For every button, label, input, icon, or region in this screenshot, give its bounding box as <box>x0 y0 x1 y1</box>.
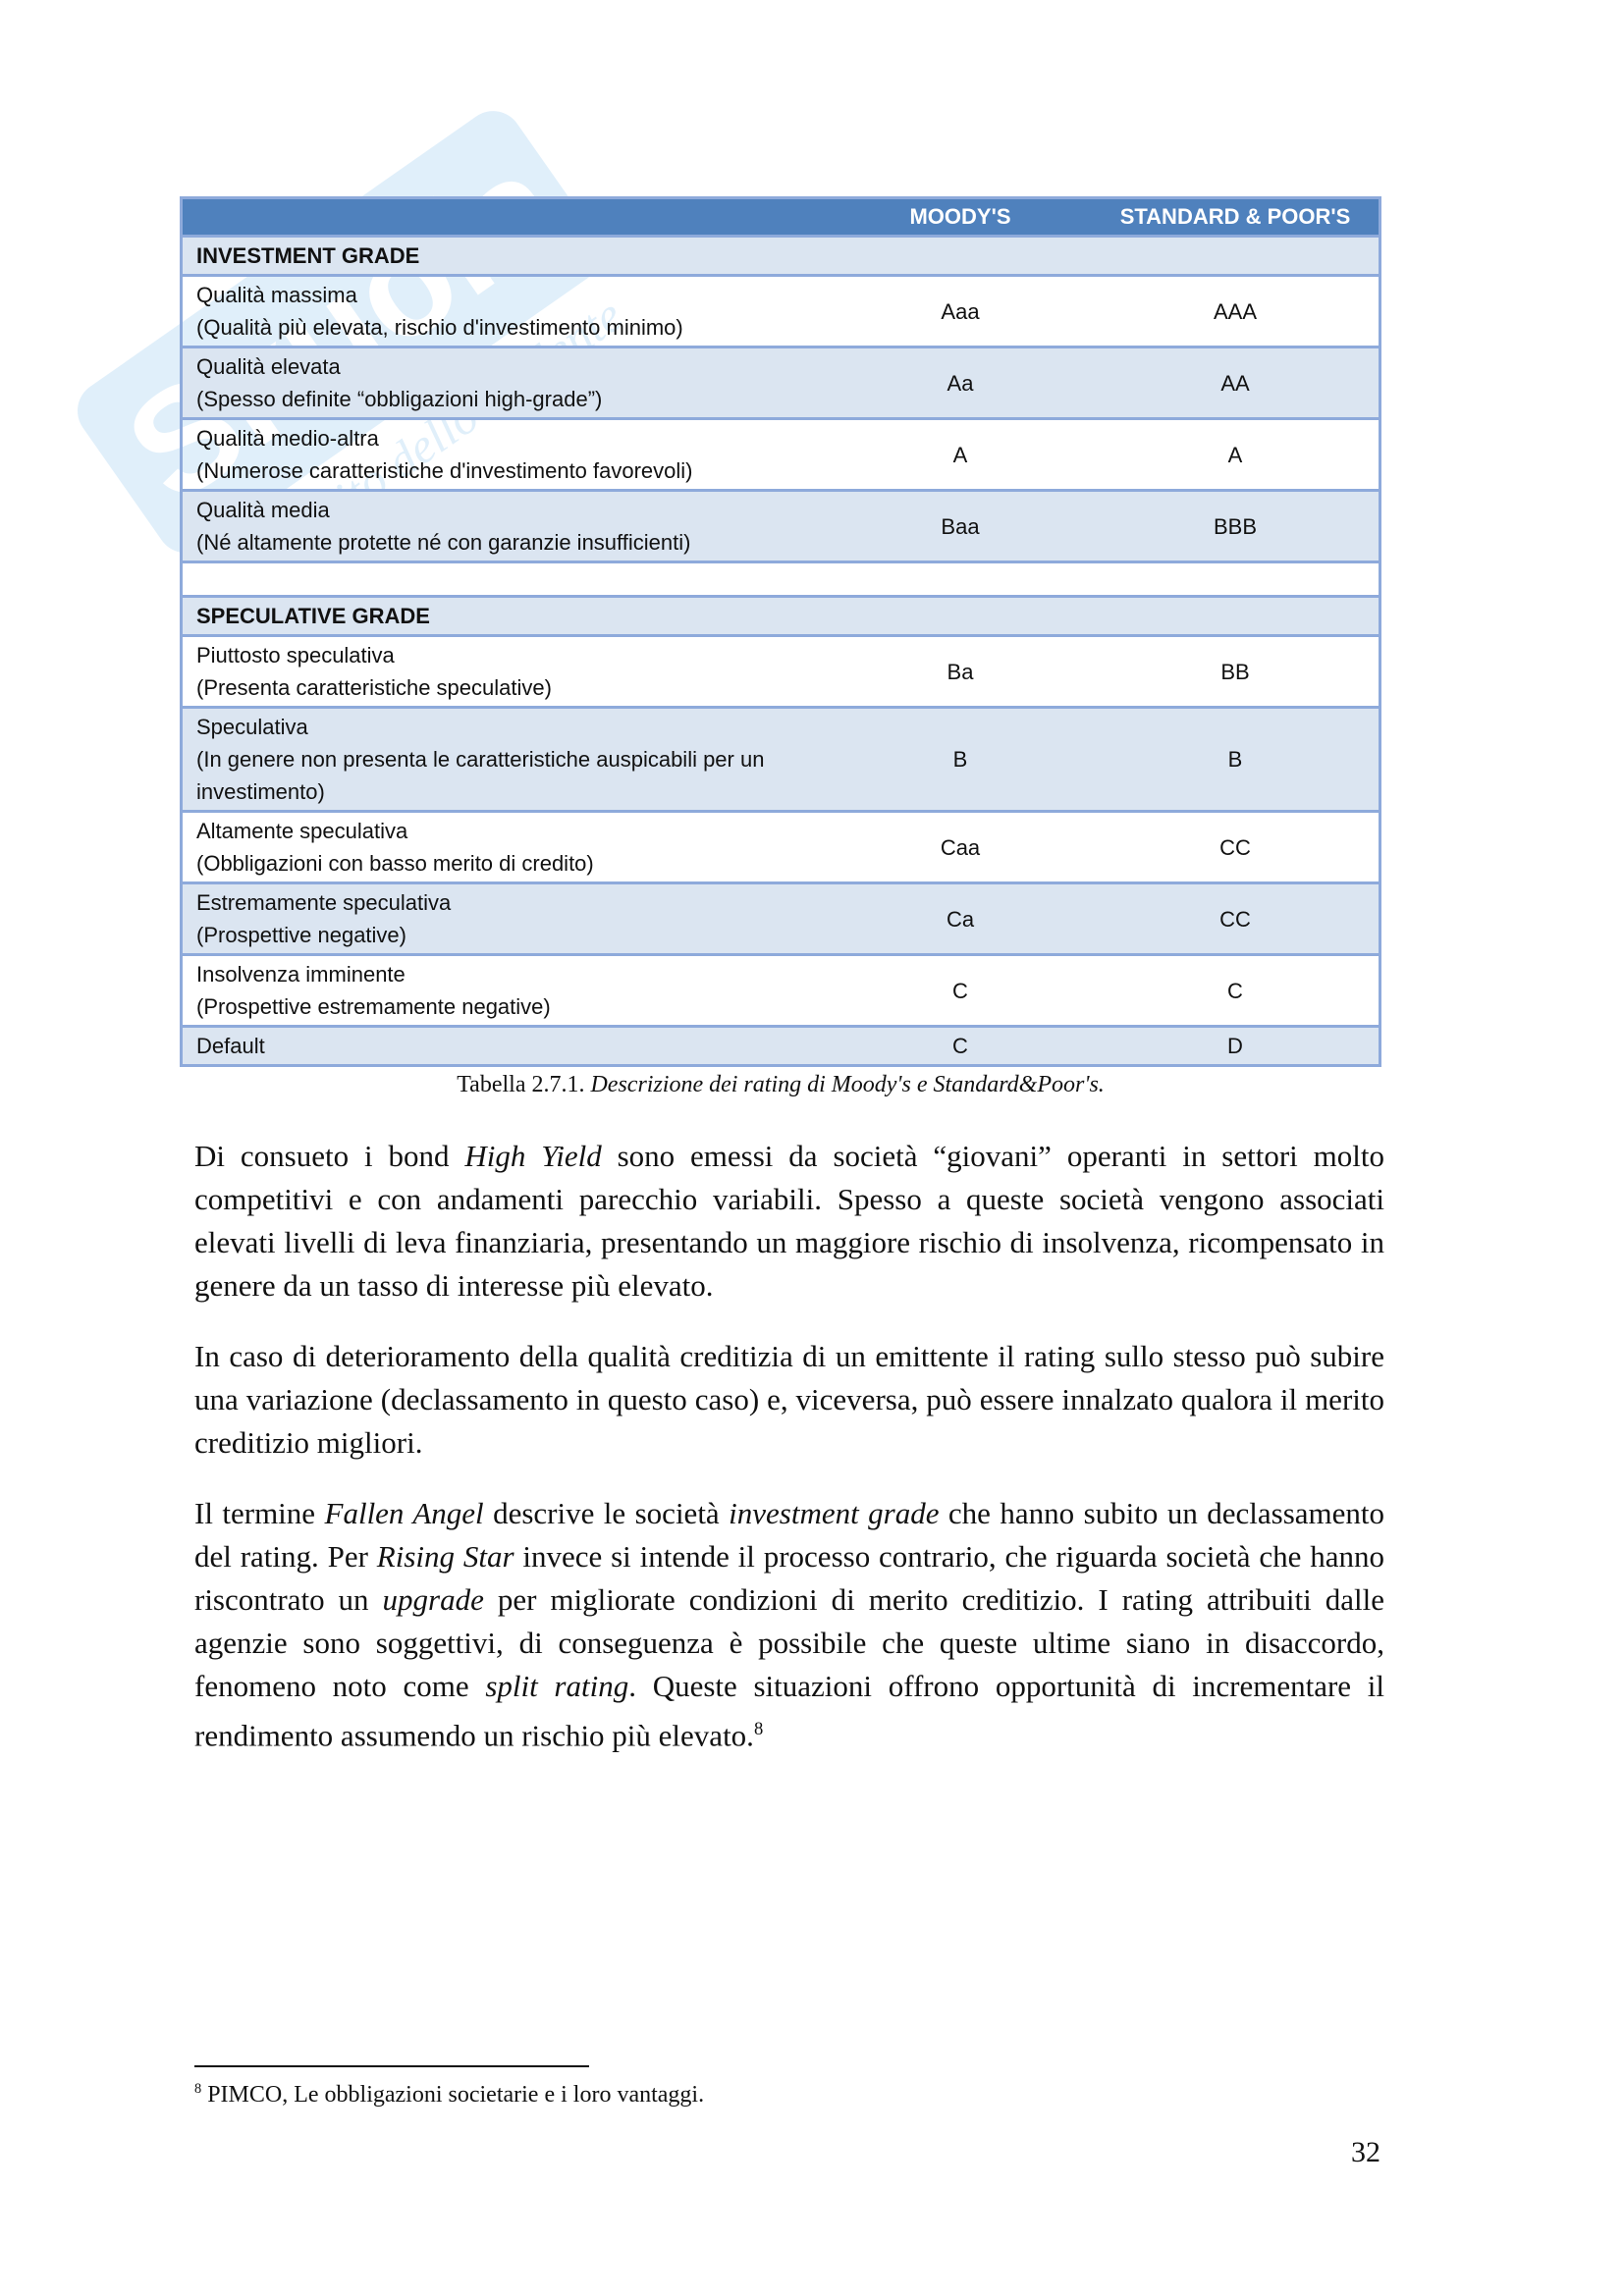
footnote-divider <box>194 2065 589 2067</box>
sp-rating: CC <box>1092 881 1380 955</box>
sp-rating: BB <box>1092 634 1380 708</box>
moodys-rating: C <box>829 953 1092 1027</box>
rating-label: Qualità massima (Qualità più elevata, ris… <box>181 274 829 347</box>
table-row: Qualità elevata (Spesso definite “obbliga… <box>181 346 1380 419</box>
rating-label: Altamente speculativa (Obbligazioni con b… <box>181 810 829 883</box>
table-row: Insolvenza imminente (Prospettive estrema… <box>181 953 1380 1027</box>
rating-title: Qualità massima <box>196 283 357 307</box>
moodys-rating: C <box>829 1025 1092 1066</box>
footnote: 8 PIMCO, Le obbligazioni societarie e i … <box>194 2081 705 2108</box>
moodys-rating: B <box>829 706 1092 812</box>
sp-rating: B <box>1092 706 1380 812</box>
rating-label: Piuttosto speculativa (Presenta caratteri… <box>181 634 829 708</box>
table-row: Speculativa (In genere non presenta le ca… <box>181 706 1380 812</box>
table-row: Altamente speculativa (Obbligazioni con b… <box>181 810 1380 883</box>
table-row: Qualità massima (Qualità più elevata, ris… <box>181 274 1380 347</box>
rating-label: Insolvenza imminente (Prospettive estrema… <box>181 953 829 1027</box>
footnote-ref[interactable]: 8 <box>753 1719 764 1739</box>
sp-rating: D <box>1092 1025 1380 1066</box>
page-number: 32 <box>1351 2136 1380 2168</box>
rating-description: (Qualità più elevata, rischio d'investim… <box>196 315 683 340</box>
paragraph-1: Di consueto i bond High Yield sono emess… <box>194 1139 1384 1303</box>
section-label: INVESTMENT GRADE <box>181 235 1380 276</box>
rating-title: Estremamente speculativa <box>196 890 452 915</box>
section-row: INVESTMENT GRADE <box>181 235 1380 276</box>
table-row: Piuttosto speculativa (Presenta caratteri… <box>181 634 1380 708</box>
rating-label: Speculativa (In genere non presenta le ca… <box>181 706 829 812</box>
moodys-rating: Caa <box>829 810 1092 883</box>
rating-title: Qualità media <box>196 498 330 522</box>
rating-title: Qualità elevata <box>196 354 341 379</box>
header-empty <box>181 197 829 238</box>
sp-rating: C <box>1092 953 1380 1027</box>
moodys-rating: Aaa <box>829 274 1092 347</box>
moodys-rating: Ba <box>829 634 1092 708</box>
rating-description: (Obbligazioni con basso merito di credit… <box>196 851 594 876</box>
rating-description: (In genere non presenta le caratteristic… <box>196 747 765 804</box>
rating-description: (Né altamente protette né con garanzie i… <box>196 530 691 555</box>
ratings-table: MOODY'S STANDARD & POOR'S INVESTMENT GRA… <box>180 196 1381 1067</box>
rating-label: Qualità medio-altra (Numerose caratterist… <box>181 417 829 491</box>
rating-description: (Spesso definite “obbligazioni high-grad… <box>196 387 603 411</box>
moodys-rating: Baa <box>829 489 1092 562</box>
table-row: Qualità medio-altra (Numerose caratterist… <box>181 417 1380 491</box>
rating-title: Piuttosto speculativa <box>196 643 395 667</box>
table-row: Estremamente speculativa (Prospettive neg… <box>181 881 1380 955</box>
rating-label: Default <box>181 1025 829 1066</box>
rating-label: Qualità media (Né altamente protette né c… <box>181 489 829 562</box>
table-row: Qualità media (Né altamente protette né c… <box>181 489 1380 562</box>
sp-rating: BBB <box>1092 489 1380 562</box>
moodys-rating: Ca <box>829 881 1092 955</box>
moodys-rating: A <box>829 417 1092 491</box>
table-caption: Tabella 2.7.1. Descrizione dei rating di… <box>457 1072 1105 1097</box>
sp-rating: AA <box>1092 346 1380 419</box>
section-row: SPECULATIVE GRADE <box>181 595 1380 636</box>
rating-description: (Presenta caratteristiche speculative) <box>196 675 552 700</box>
spacer-row <box>181 561 1380 597</box>
section-label: SPECULATIVE GRADE <box>181 595 1380 636</box>
header-moodys: MOODY'S <box>829 197 1092 238</box>
table-row: Default C D <box>181 1025 1380 1066</box>
rating-title: Insolvenza imminente <box>196 962 406 987</box>
paragraph-3: Il termine Fallen Angel descrive le soci… <box>194 1496 1385 1753</box>
sp-rating: AAA <box>1092 274 1380 347</box>
sp-rating: A <box>1092 417 1380 491</box>
moodys-rating: Aa <box>829 346 1092 419</box>
rating-title: Speculativa <box>196 715 308 739</box>
rating-label: Estremamente speculativa (Prospettive neg… <box>181 881 829 955</box>
rating-title: Default <box>196 1034 265 1058</box>
rating-description: (Numerose caratteristiche d'investimento… <box>196 458 693 483</box>
paragraph-2: In caso di deterioramento della qualità … <box>194 1339 1384 1460</box>
rating-title: Altamente speculativa <box>196 819 408 843</box>
header-sp: STANDARD & POOR'S <box>1092 197 1380 238</box>
rating-description: (Prospettive estremamente negative) <box>196 994 551 1019</box>
rating-description: (Prospettive negative) <box>196 923 406 947</box>
sp-rating: CC <box>1092 810 1380 883</box>
rating-title: Qualità medio-altra <box>196 426 379 451</box>
rating-label: Qualità elevata (Spesso definite “obbliga… <box>181 346 829 419</box>
